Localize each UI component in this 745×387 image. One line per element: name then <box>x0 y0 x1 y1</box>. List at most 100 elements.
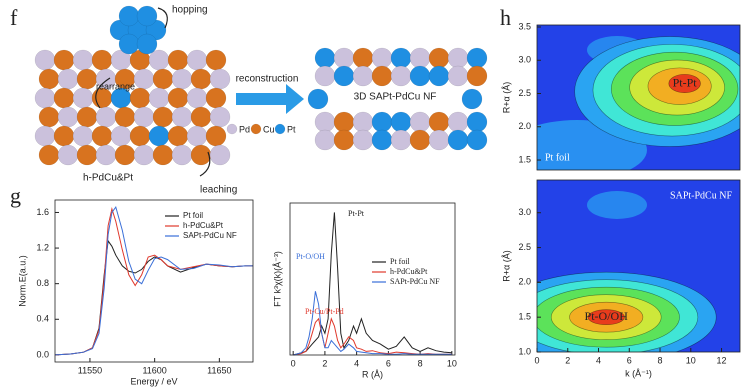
atom <box>190 68 212 90</box>
rearrange-arrow <box>95 77 111 109</box>
atom <box>34 125 56 147</box>
legend-label: SAPt-PdCu NF <box>183 231 237 240</box>
x-axis-label: Energy / eV <box>130 376 177 386</box>
peak-label: Pt-O/OH <box>585 309 629 323</box>
peak <box>668 74 701 93</box>
atom <box>428 65 450 87</box>
y-tick-label: 3.5 <box>518 21 531 31</box>
hop-arrow <box>157 7 168 29</box>
y-tick-label: 2.5 <box>518 242 531 252</box>
x-tick-label: 12 <box>717 355 727 365</box>
atom <box>333 65 355 87</box>
panel-label: g <box>10 183 21 208</box>
x-tick-label: 11550 <box>78 365 102 375</box>
atom <box>428 111 450 133</box>
atom <box>118 5 140 27</box>
x-tick-label: 0 <box>291 358 296 368</box>
atom <box>72 87 94 109</box>
plot-frame <box>536 179 741 353</box>
atom <box>466 111 488 133</box>
legend-label: Pt foil <box>183 211 203 220</box>
plot-frame <box>536 24 741 171</box>
atom <box>314 47 336 69</box>
panel-label: h <box>500 5 511 30</box>
y-axis-label: R+α (Å) <box>501 82 511 113</box>
atom <box>352 129 374 151</box>
x-tick-label: 11650 <box>207 365 231 375</box>
atom <box>390 129 412 151</box>
atom <box>53 87 75 109</box>
atom <box>333 47 355 69</box>
atom <box>72 125 94 147</box>
atom <box>167 49 189 71</box>
atom <box>190 106 212 128</box>
atom <box>371 129 393 151</box>
atom <box>428 129 450 151</box>
contour-map <box>537 180 740 352</box>
x-tick-label: 6 <box>627 355 632 365</box>
x-tick-label: 11600 <box>142 365 166 375</box>
atom <box>205 125 227 147</box>
peak <box>587 309 625 325</box>
reconstruction-arrow <box>236 93 288 105</box>
atom <box>95 144 117 166</box>
atom <box>148 125 170 147</box>
atom <box>91 49 113 71</box>
atom <box>466 129 488 151</box>
y-tick-label: 1.2 <box>36 242 49 252</box>
atom <box>314 129 336 151</box>
series-line <box>54 205 253 356</box>
y-axis-label: Norm.E(a.u.) <box>17 255 27 307</box>
contour-band <box>587 191 647 219</box>
legend-label: Pd <box>239 124 250 134</box>
y-axis-label: FT k³χ(k)(Å⁻³) <box>272 251 282 307</box>
atom <box>34 49 56 71</box>
atom <box>209 106 231 128</box>
atom <box>72 49 94 71</box>
plot-frame <box>54 199 254 363</box>
annotation: Pt-O/OH <box>296 252 325 261</box>
legend-label: Pt foil <box>390 257 411 266</box>
x-tick-label: 8 <box>418 358 423 368</box>
y-axis-label: R+α (Å) <box>501 250 511 281</box>
leach-arrow <box>199 151 211 177</box>
atom <box>371 111 393 133</box>
x-tick-label: 6 <box>386 358 391 368</box>
atom <box>53 125 75 147</box>
atom <box>133 144 155 166</box>
atom <box>274 123 286 135</box>
atom <box>167 87 189 109</box>
x-tick-label: 4 <box>596 355 601 365</box>
atom <box>57 144 79 166</box>
atom <box>118 33 140 55</box>
y-tick-label: 3.0 <box>518 207 531 217</box>
y-tick-label: 2.0 <box>518 121 531 131</box>
diagram-label: leaching <box>200 185 237 196</box>
atom <box>57 68 79 90</box>
atom <box>390 111 412 133</box>
atom <box>333 129 355 151</box>
atom <box>447 65 469 87</box>
atom <box>136 5 158 27</box>
atom <box>110 125 132 147</box>
atom <box>461 88 483 110</box>
atom <box>226 123 238 135</box>
atom <box>167 125 189 147</box>
atom <box>76 68 98 90</box>
atom <box>205 87 227 109</box>
atom <box>171 144 193 166</box>
atom <box>307 88 329 110</box>
atom <box>38 106 60 128</box>
map-annotation: Pt foil <box>545 152 570 163</box>
atom <box>409 65 431 87</box>
x-tick-label: 8 <box>658 355 663 365</box>
y-tick-label: 2.0 <box>518 277 531 287</box>
atom <box>76 144 98 166</box>
diagram-label: hopping <box>172 5 208 16</box>
atom <box>447 129 469 151</box>
atom <box>209 68 231 90</box>
atom <box>152 144 174 166</box>
series-line <box>293 291 452 356</box>
atom <box>390 65 412 87</box>
atom <box>352 111 374 133</box>
